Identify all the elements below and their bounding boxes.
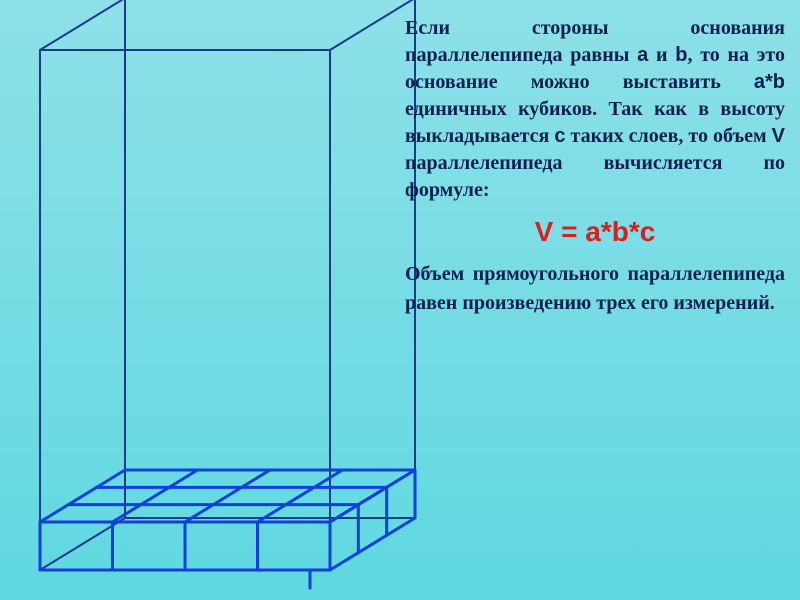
variable-a: а: [637, 44, 648, 66]
conclusion-paragraph: Объем прямоугольного параллелепипеда рав…: [405, 260, 785, 318]
diagram-svg: [10, 10, 410, 590]
explanation-text-block: Если стороны основания параллелепипеда р…: [405, 15, 785, 585]
variable-c: с: [554, 125, 565, 147]
volume-formula: V = a*b*c: [405, 216, 785, 248]
parallelepiped-diagram: [10, 10, 410, 590]
text-segment: параллелепипеда вычисляется по формуле:: [405, 152, 785, 201]
explanation-paragraph: Если стороны основания параллелепипеда р…: [405, 15, 785, 204]
text-segment: и: [648, 44, 675, 66]
variable-b: b: [675, 44, 687, 66]
text-segment: таких слоев, то объем: [565, 125, 771, 147]
expression-ab: а*b: [754, 71, 785, 93]
variable-v: V: [772, 125, 785, 147]
